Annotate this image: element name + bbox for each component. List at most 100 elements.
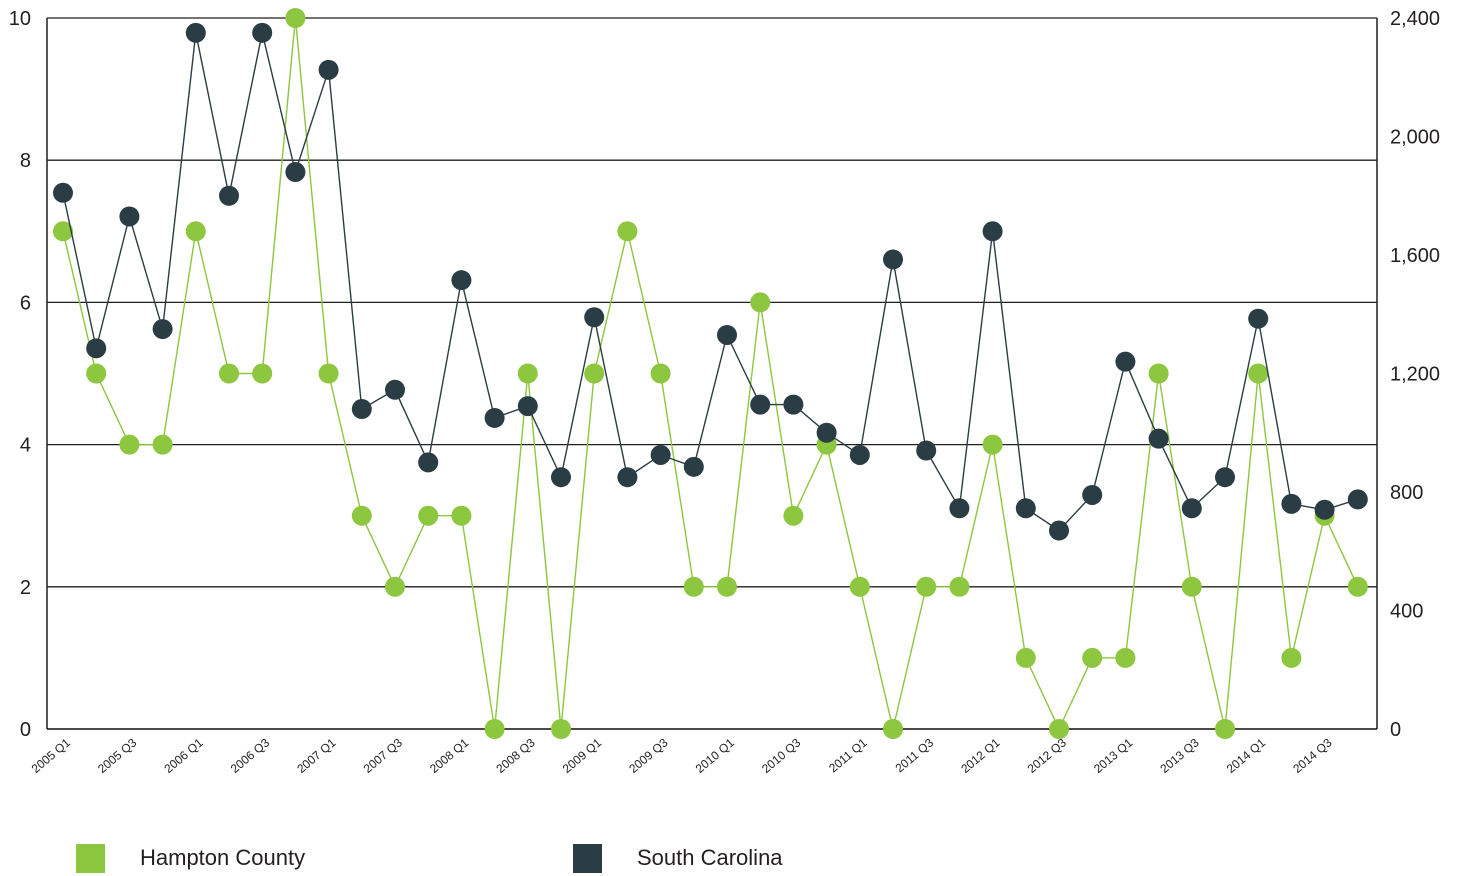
- x-axis-ticks: 2005 Q1 2005 Q3 2006 Q1 2006 Q3 2007 Q1 2007 …: [29, 735, 1335, 776]
- data-point-south-carolina: [451, 270, 472, 291]
- x-tick-label: 2011 Q1: [826, 735, 870, 775]
- data-point-south-carolina: [816, 422, 837, 443]
- data-point-south-carolina: [1015, 498, 1036, 519]
- data-point-hampton-county: [1248, 363, 1269, 384]
- data-point-south-carolina: [517, 396, 538, 417]
- data-point-hampton-county: [252, 363, 273, 384]
- series-line-hampton-county: [62, 17, 1359, 731]
- right-tick-label: 2,400: [1390, 8, 1440, 30]
- x-tick-label: 2010 Q1: [693, 735, 738, 776]
- left-tick-label: 6: [20, 292, 31, 314]
- data-point-hampton-county: [53, 221, 73, 242]
- left-tick-label: 10: [9, 8, 31, 30]
- data-point-south-carolina: [351, 399, 372, 420]
- data-point-hampton-county: [86, 363, 107, 384]
- data-point-south-carolina: [683, 456, 704, 477]
- x-tick-label: 2009 Q3: [626, 735, 671, 776]
- data-point-south-carolina: [949, 498, 970, 519]
- x-tick-label: 2014 Q3: [1290, 735, 1335, 776]
- line-chart: 0 2 4 6 8 10 0 400 800 1,200 1,600 2,000 2,400 2005…: [9, 8, 1440, 776]
- data-point-south-carolina: [119, 206, 140, 227]
- x-tick-label: 2005 Q3: [95, 735, 140, 776]
- data-point-south-carolina: [849, 444, 870, 465]
- series-hampton-county: [53, 8, 1368, 739]
- x-tick-label: 2005 Q1: [29, 735, 74, 776]
- data-point-south-carolina: [252, 22, 273, 43]
- data-point-south-carolina: [285, 162, 306, 183]
- x-tick-label: 2007 Q1: [294, 735, 339, 776]
- x-tick-label: 2010 Q3: [759, 735, 804, 776]
- data-point-hampton-county: [1015, 647, 1036, 668]
- data-point-hampton-county: [1347, 576, 1368, 597]
- data-point-hampton-county: [982, 434, 1003, 455]
- data-point-south-carolina: [418, 452, 439, 473]
- x-tick-label: 2008 Q3: [493, 735, 538, 776]
- left-y-axis-ticks: 0 2 4 6 8 10: [9, 8, 31, 741]
- right-tick-label: 400: [1390, 601, 1423, 623]
- right-tick-label: 1,200: [1390, 364, 1440, 386]
- left-tick-label: 8: [20, 150, 31, 172]
- data-point-south-carolina: [783, 394, 804, 415]
- data-point-hampton-county: [1148, 363, 1169, 384]
- data-point-hampton-county: [617, 221, 638, 242]
- x-tick-label: 2014 Q1: [1224, 735, 1269, 776]
- data-point-hampton-county: [1281, 647, 1302, 668]
- x-tick-label: 2013 Q3: [1157, 735, 1202, 776]
- data-point-south-carolina: [1248, 308, 1269, 329]
- legend-label-south-carolina: South Carolina: [637, 845, 783, 870]
- x-tick-label: 2011 Q3: [893, 735, 937, 775]
- data-point-hampton-county: [451, 505, 472, 526]
- data-point-hampton-county: [119, 434, 140, 455]
- data-point-south-carolina: [584, 307, 605, 328]
- x-tick-label: 2008 Q1: [427, 735, 472, 776]
- data-point-hampton-county: [318, 363, 339, 384]
- series-layer: [53, 8, 1368, 739]
- data-point-south-carolina: [1281, 493, 1302, 514]
- data-point-south-carolina: [717, 324, 737, 345]
- left-tick-label: 4: [20, 435, 31, 457]
- data-point-hampton-county: [1082, 647, 1103, 668]
- left-tick-label: 2: [20, 577, 31, 599]
- legend-item-hampton-county: Hampton County: [76, 843, 305, 873]
- data-point-hampton-county: [351, 505, 372, 526]
- data-point-hampton-county: [185, 221, 206, 242]
- data-point-south-carolina: [53, 182, 73, 203]
- data-point-hampton-county: [949, 576, 970, 597]
- data-point-south-carolina: [1215, 467, 1235, 488]
- data-point-hampton-county: [385, 576, 405, 597]
- right-tick-label: 1,600: [1390, 245, 1440, 267]
- data-point-south-carolina: [219, 185, 239, 206]
- data-point-hampton-county: [418, 505, 439, 526]
- axes: [46, 18, 1378, 730]
- data-point-south-carolina: [185, 22, 206, 43]
- data-point-hampton-county: [1181, 576, 1202, 597]
- data-point-south-carolina: [86, 338, 107, 359]
- x-tick-label: 2007 Q3: [361, 735, 406, 776]
- data-point-south-carolina: [750, 394, 771, 415]
- data-point-hampton-county: [517, 363, 538, 384]
- data-point-south-carolina: [982, 221, 1003, 242]
- x-tick-label: 2006 Q3: [228, 735, 273, 776]
- data-point-south-carolina: [1314, 499, 1335, 520]
- x-tick-label: 2012 Q1: [958, 735, 1003, 776]
- left-tick-label: 0: [20, 719, 31, 741]
- data-point-hampton-county: [484, 719, 505, 739]
- x-tick-label: 2013 Q1: [1091, 735, 1136, 776]
- right-tick-label: 2,000: [1390, 127, 1440, 149]
- x-tick-label: 2012 Q3: [1025, 735, 1070, 776]
- right-tick-label: 0: [1390, 719, 1401, 741]
- x-tick-label: 2009 Q1: [560, 735, 605, 776]
- data-point-hampton-county: [650, 363, 671, 384]
- data-point-south-carolina: [318, 59, 339, 80]
- data-point-south-carolina: [385, 379, 405, 400]
- data-point-hampton-county: [783, 505, 804, 526]
- data-point-south-carolina: [650, 444, 671, 465]
- data-point-south-carolina: [1148, 428, 1169, 449]
- data-point-south-carolina: [1115, 351, 1136, 372]
- data-point-south-carolina: [883, 249, 903, 270]
- x-tick-label: 2006 Q1: [161, 735, 206, 776]
- data-point-hampton-county: [916, 576, 937, 597]
- legend-swatch-south-carolina: [573, 843, 602, 873]
- data-point-south-carolina: [1082, 484, 1103, 505]
- data-point-hampton-county: [219, 363, 239, 384]
